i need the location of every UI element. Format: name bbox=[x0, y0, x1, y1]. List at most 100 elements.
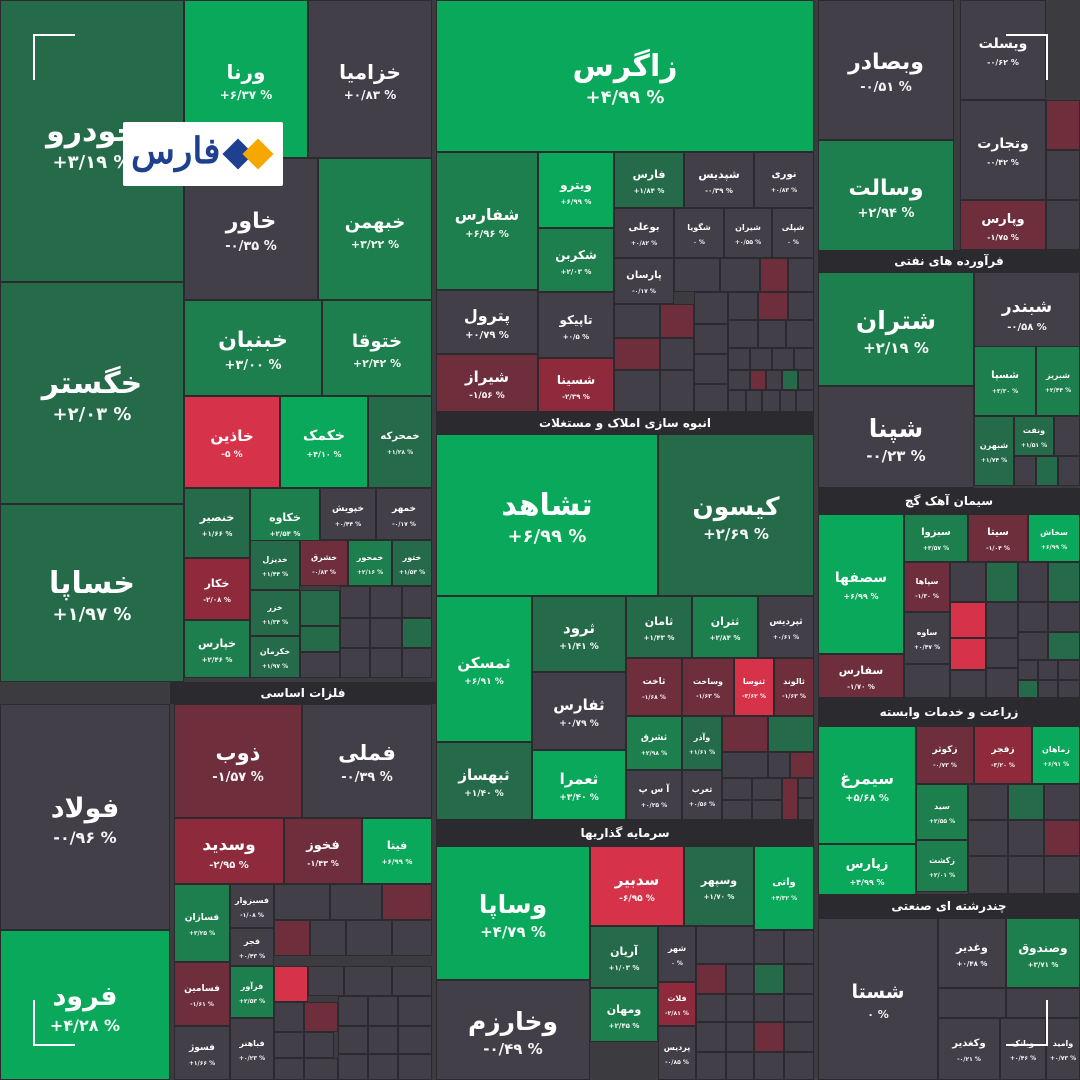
stock-tile[interactable]: شبریز +۲/۴۴ % bbox=[1036, 346, 1080, 416]
stock-tile-unlabeled[interactable] bbox=[694, 324, 728, 354]
stock-tile-unlabeled[interactable] bbox=[300, 626, 340, 652]
stock-tile[interactable]: ثرود +۱/۴۱ % bbox=[532, 596, 626, 672]
stock-tile[interactable]: وسدید -۲/۹۵ % bbox=[174, 818, 284, 884]
stock-tile[interactable]: زکوثر -۰/۷۳ % bbox=[916, 726, 974, 784]
stock-tile-unlabeled[interactable] bbox=[754, 1022, 784, 1052]
stock-tile-unlabeled[interactable] bbox=[904, 664, 950, 698]
stock-tile-unlabeled[interactable] bbox=[274, 1002, 304, 1032]
stock-tile-unlabeled[interactable] bbox=[784, 1052, 814, 1080]
stock-tile-unlabeled[interactable] bbox=[340, 586, 370, 618]
stock-tile-unlabeled[interactable] bbox=[1018, 602, 1048, 632]
stock-tile[interactable]: ثعمرا +۳/۴۰ % bbox=[532, 750, 626, 820]
stock-tile[interactable]: وآذر +۱/۶۱ % bbox=[682, 716, 722, 770]
stock-tile-unlabeled[interactable] bbox=[728, 348, 750, 370]
stock-tile-unlabeled[interactable] bbox=[746, 390, 762, 412]
stock-tile-unlabeled[interactable] bbox=[752, 800, 782, 820]
stock-tile-unlabeled[interactable] bbox=[728, 292, 758, 320]
stock-tile-unlabeled[interactable] bbox=[782, 370, 798, 390]
stock-tile-unlabeled[interactable] bbox=[726, 1022, 754, 1052]
stock-tile-unlabeled[interactable] bbox=[726, 994, 754, 1022]
stock-tile[interactable]: واتی +۴/۳۲ % bbox=[754, 846, 814, 930]
stock-tile[interactable]: ویترو +۶/۹۹ % bbox=[538, 152, 614, 228]
stock-tile-unlabeled[interactable] bbox=[950, 670, 986, 698]
stock-tile[interactable]: خشرق -۰/۸۳ % bbox=[300, 540, 348, 586]
stock-tile-unlabeled[interactable] bbox=[1058, 660, 1080, 680]
stock-tile-unlabeled[interactable] bbox=[728, 390, 746, 412]
stock-tile-unlabeled[interactable] bbox=[726, 964, 754, 994]
stock-tile[interactable]: فیتا +۶/۹۹ % bbox=[362, 818, 432, 884]
stock-tile[interactable]: سفارس -۱/۷۰ % bbox=[818, 654, 904, 698]
stock-tile-unlabeled[interactable] bbox=[754, 964, 784, 994]
stock-tile-unlabeled[interactable] bbox=[788, 258, 814, 292]
stock-tile[interactable]: ونفت +۱/۵۱ % bbox=[1014, 416, 1054, 456]
stock-tile[interactable]: پترول +۰/۷۹ % bbox=[436, 290, 538, 354]
stock-tile-unlabeled[interactable] bbox=[1044, 856, 1080, 894]
stock-tile[interactable]: شیراز -۱/۵۶ % bbox=[436, 354, 538, 412]
stock-tile-unlabeled[interactable] bbox=[1046, 200, 1080, 250]
stock-tile[interactable]: خدیزل +۱/۴۴ % bbox=[250, 540, 300, 590]
stock-tile[interactable]: سیمرغ +۵/۶۸ % bbox=[818, 726, 916, 844]
stock-tile-unlabeled[interactable] bbox=[346, 920, 392, 956]
stock-tile-unlabeled[interactable] bbox=[722, 778, 752, 800]
stock-tile[interactable]: شیران +۰/۵۵ % bbox=[724, 208, 772, 258]
stock-tile[interactable]: خبهمن +۳/۲۲ % bbox=[318, 158, 432, 300]
stock-tile-unlabeled[interactable] bbox=[1008, 820, 1044, 856]
stock-tile[interactable]: سبزوا +۳/۵۷ % bbox=[904, 514, 968, 562]
stock-tile-unlabeled[interactable] bbox=[1058, 680, 1080, 698]
stock-tile[interactable]: سیتا -۱/۰۴ % bbox=[968, 514, 1028, 562]
stock-tile[interactable]: ثبهساز +۱/۴۰ % bbox=[436, 742, 532, 820]
stock-tile-unlabeled[interactable] bbox=[274, 966, 308, 1002]
stock-tile[interactable]: خکرمان +۱/۹۷ % bbox=[250, 636, 300, 678]
stock-tile[interactable]: فرود +۴/۲۸ % bbox=[0, 930, 170, 1080]
stock-tile[interactable]: فسبزوار -۱/۰۸ % bbox=[230, 884, 274, 928]
stock-tile[interactable]: ثفارس +۰/۷۹ % bbox=[532, 672, 626, 750]
stock-tile[interactable]: خکار -۲/۰۸ % bbox=[184, 558, 250, 620]
stock-tile-unlabeled[interactable] bbox=[398, 1054, 432, 1080]
stock-tile[interactable]: ثالوند -۱/۶۳ % bbox=[774, 658, 814, 716]
stock-tile-unlabeled[interactable] bbox=[798, 798, 814, 820]
stock-tile-unlabeled[interactable] bbox=[392, 966, 432, 996]
stock-tile[interactable]: ذوب -۱/۵۷ % bbox=[174, 704, 302, 818]
stock-tile-unlabeled[interactable] bbox=[674, 258, 720, 292]
stock-tile[interactable]: وسالت +۲/۹۴ % bbox=[818, 140, 954, 252]
stock-tile-unlabeled[interactable] bbox=[790, 752, 814, 778]
stock-tile[interactable]: شگویا ۰ % bbox=[674, 208, 724, 258]
stock-tile-unlabeled[interactable] bbox=[784, 1022, 814, 1052]
stock-tile[interactable]: خگستر +۲/۰۳ % bbox=[0, 282, 184, 504]
stock-tile[interactable]: سید +۲/۵۵ % bbox=[916, 784, 968, 840]
stock-tile-unlabeled[interactable] bbox=[398, 1026, 432, 1054]
stock-tile[interactable]: ثشرق +۲/۹۸ % bbox=[626, 716, 682, 770]
stock-tile[interactable]: شفارس +۶/۹۶ % bbox=[436, 152, 538, 290]
stock-tile-unlabeled[interactable] bbox=[968, 820, 1008, 856]
stock-tile[interactable]: ساوه +۰/۴۷ % bbox=[904, 612, 950, 664]
stock-tile-unlabeled[interactable] bbox=[274, 1058, 304, 1080]
stock-tile-unlabeled[interactable] bbox=[330, 884, 382, 920]
stock-tile-unlabeled[interactable] bbox=[1058, 456, 1080, 486]
stock-tile-unlabeled[interactable] bbox=[754, 930, 784, 964]
stock-tile-unlabeled[interactable] bbox=[722, 716, 768, 752]
stock-tile[interactable]: وبصادر -۰/۵۱ % bbox=[818, 0, 954, 140]
stock-tile-unlabeled[interactable] bbox=[754, 994, 784, 1022]
stock-tile[interactable]: وسپهر +۱/۷۰ % bbox=[684, 846, 754, 926]
stock-tile-unlabeled[interactable] bbox=[340, 648, 370, 678]
stock-tile[interactable]: زاگرس +۴/۹۹ % bbox=[436, 0, 814, 152]
stock-tile-unlabeled[interactable] bbox=[986, 638, 1018, 668]
stock-tile[interactable]: خنصیر +۱/۶۶ % bbox=[184, 488, 250, 558]
stock-tile[interactable]: وپارس -۱/۷۵ % bbox=[960, 200, 1046, 250]
stock-tile-unlabeled[interactable] bbox=[798, 370, 814, 390]
stock-tile-unlabeled[interactable] bbox=[726, 1052, 754, 1080]
stock-tile[interactable]: وخارزم -۰/۴۹ % bbox=[436, 980, 590, 1080]
stock-tile-unlabeled[interactable] bbox=[694, 354, 728, 384]
stock-tile-unlabeled[interactable] bbox=[338, 1026, 368, 1054]
stock-tile[interactable]: ختوقا +۲/۴۲ % bbox=[322, 300, 432, 396]
stock-tile[interactable]: وغدیر +۰/۴۸ % bbox=[938, 918, 1006, 988]
stock-tile-unlabeled[interactable] bbox=[694, 384, 728, 412]
stock-tile[interactable]: سصفها +۶/۹۹ % bbox=[818, 514, 904, 654]
stock-tile-unlabeled[interactable] bbox=[758, 292, 788, 320]
stock-tile-unlabeled[interactable] bbox=[304, 1058, 338, 1080]
stock-tile[interactable]: شبندر -۰/۵۸ % bbox=[974, 272, 1080, 354]
stock-tile-unlabeled[interactable] bbox=[1018, 562, 1048, 602]
stock-tile[interactable]: خپارس +۲/۴۶ % bbox=[184, 620, 250, 678]
stock-tile-unlabeled[interactable] bbox=[344, 966, 392, 996]
stock-tile-unlabeled[interactable] bbox=[1046, 100, 1080, 150]
